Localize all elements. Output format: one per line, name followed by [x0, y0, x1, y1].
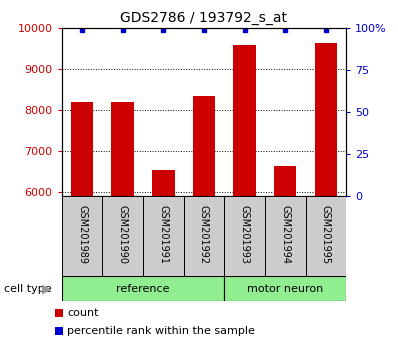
Text: count: count — [67, 308, 98, 318]
Text: GSM201993: GSM201993 — [240, 205, 250, 264]
Bar — [111, 102, 134, 196]
Text: cell type: cell type — [4, 284, 52, 293]
Bar — [274, 166, 297, 196]
Title: GDS2786 / 193792_s_at: GDS2786 / 193792_s_at — [121, 11, 287, 24]
Bar — [143, 196, 183, 276]
Bar — [55, 327, 63, 335]
Bar — [234, 45, 256, 196]
Bar — [55, 309, 63, 317]
Text: GSM201994: GSM201994 — [280, 205, 290, 264]
Bar — [62, 276, 224, 301]
Text: motor neuron: motor neuron — [247, 284, 324, 293]
Text: GSM201991: GSM201991 — [158, 205, 168, 264]
Bar — [193, 96, 215, 196]
Bar — [315, 43, 337, 196]
Text: GSM201992: GSM201992 — [199, 205, 209, 264]
Bar — [183, 196, 224, 276]
Text: reference: reference — [116, 284, 170, 293]
Bar — [152, 170, 174, 196]
Text: GSM201995: GSM201995 — [321, 205, 331, 264]
Text: ▶: ▶ — [42, 282, 51, 295]
Bar — [102, 196, 143, 276]
Text: GSM201989: GSM201989 — [77, 205, 87, 264]
Bar — [71, 102, 93, 196]
Text: GSM201990: GSM201990 — [118, 205, 128, 264]
Bar — [224, 196, 265, 276]
Bar — [306, 196, 346, 276]
Text: percentile rank within the sample: percentile rank within the sample — [67, 326, 255, 336]
Bar — [62, 196, 102, 276]
Bar — [265, 196, 306, 276]
Bar — [224, 276, 346, 301]
